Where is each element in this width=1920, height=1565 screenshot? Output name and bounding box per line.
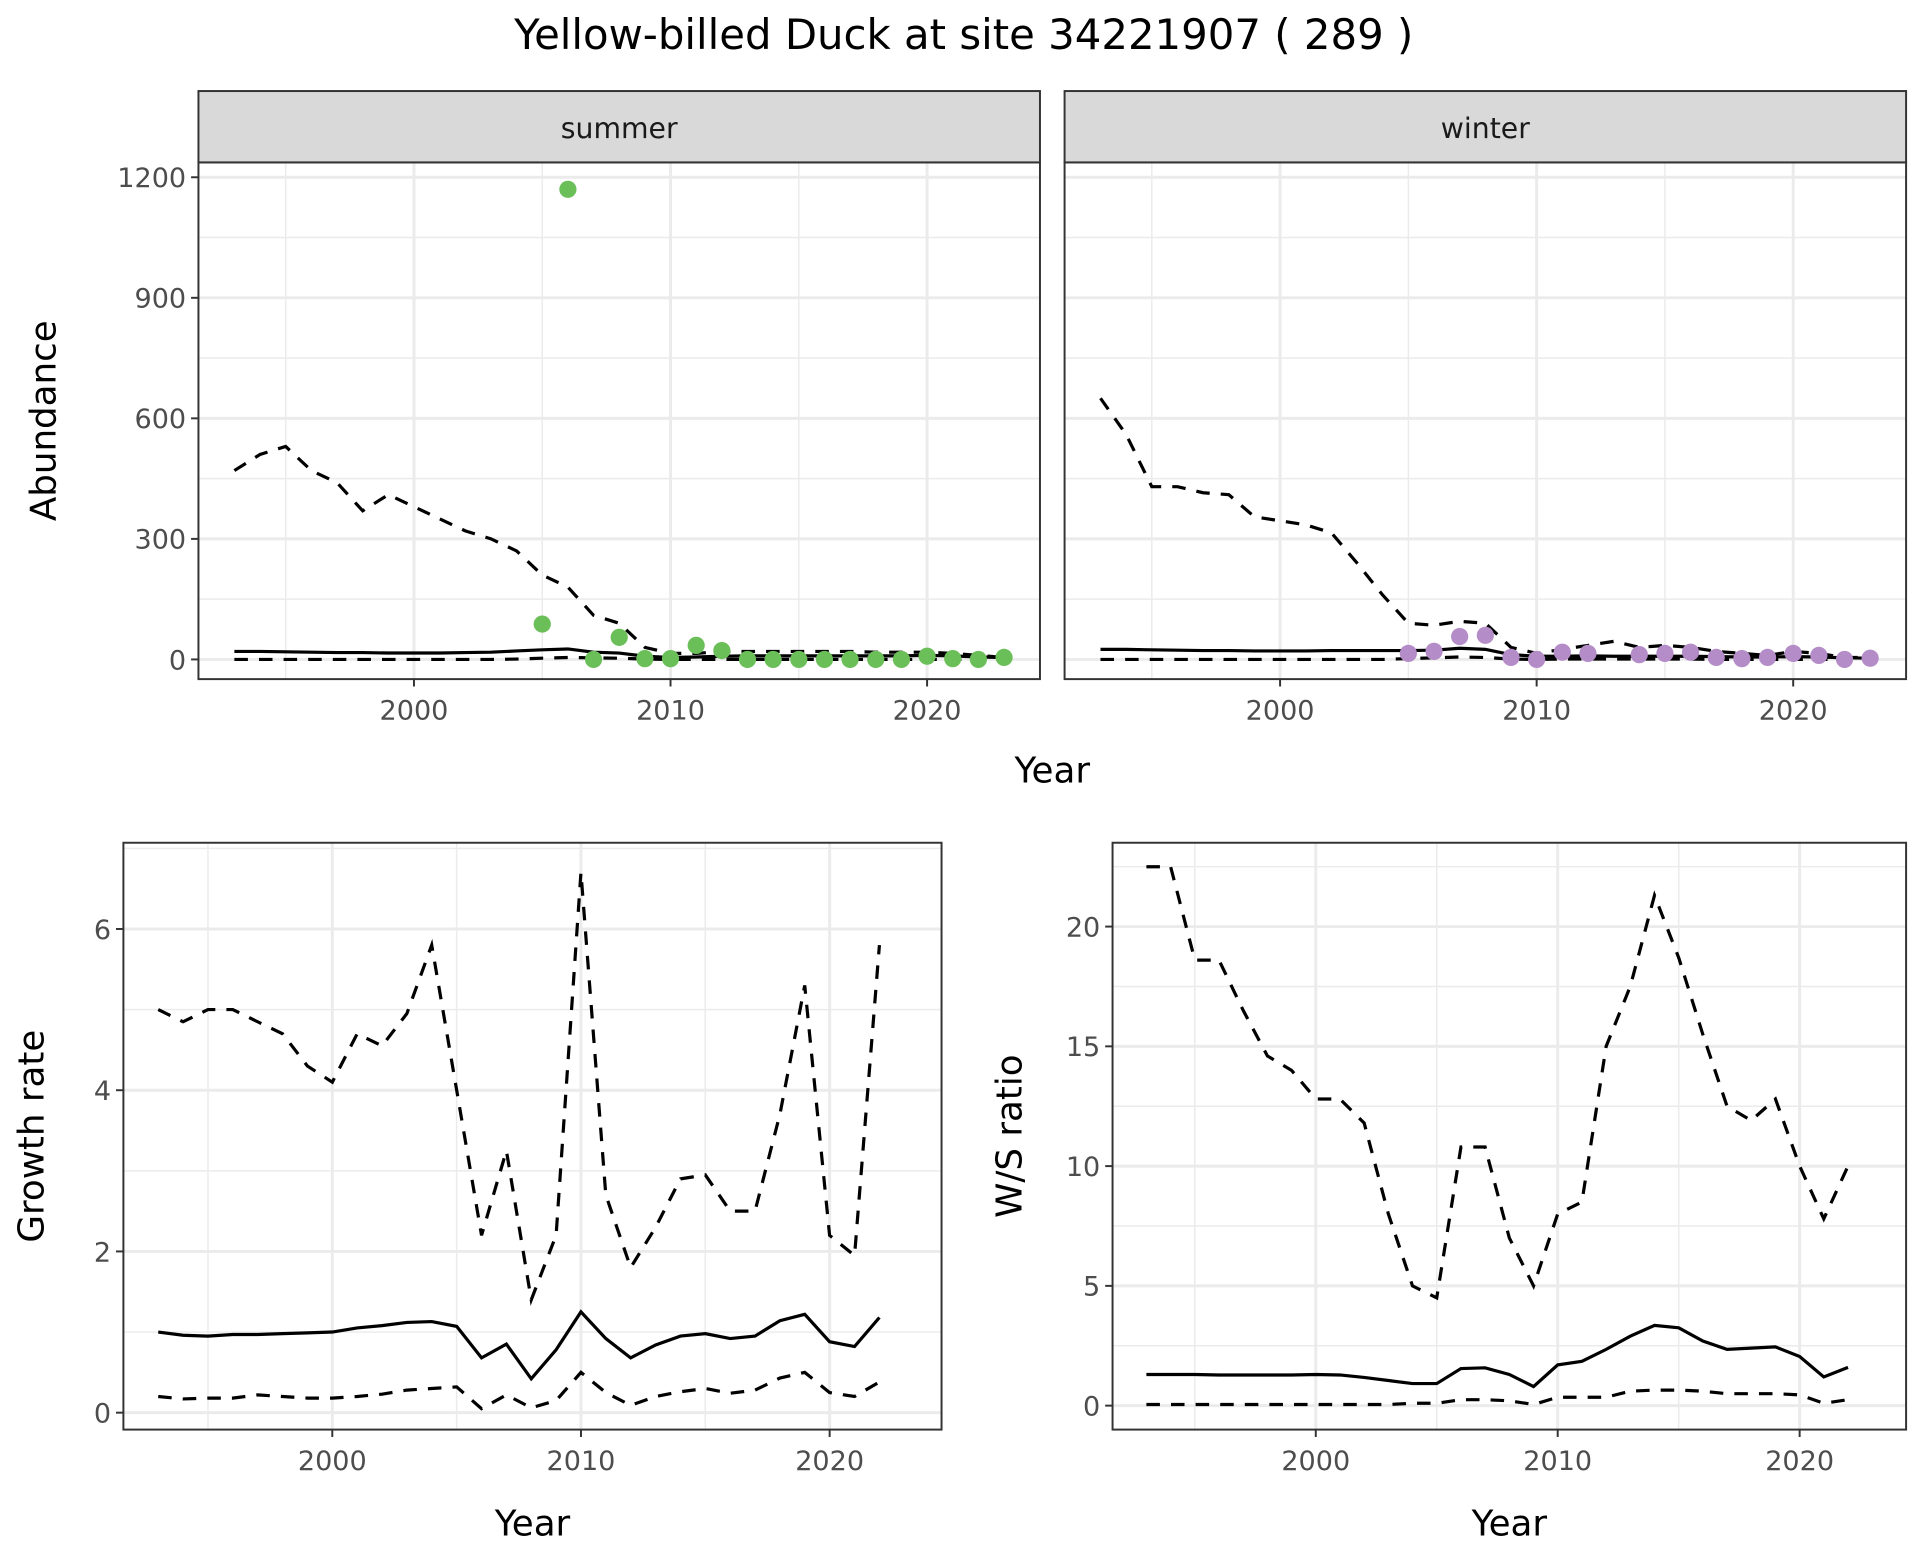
data-point [892,650,911,669]
data-point [559,180,577,198]
data-point [1681,643,1700,661]
data-point [584,650,603,669]
data-point [1476,626,1494,644]
x-axis-label: Year [1471,1503,1548,1544]
data-point [533,615,551,633]
plot-background [1112,842,1907,1430]
panel-winter: 2000 2010 2020 winter [1063,90,1908,727]
facet-label: summer [561,112,678,145]
y-tick-label: 6 [94,915,111,946]
data-point [1810,646,1828,665]
y-axis-label: Growth rate [11,1030,52,1243]
y-axis-label: Abundance [24,320,65,521]
y-tick-label: 300 [135,525,187,556]
data-point [713,641,731,660]
facet-label: winter [1441,112,1530,145]
y-tick-label: 15 [1066,1032,1100,1063]
y-tick-label: 20 [1066,912,1100,943]
lower-bound-line [158,1370,881,1411]
x-tick-label: 2000 [380,696,449,727]
x-tick-label: 2000 [1281,1446,1350,1477]
upper-bound-line [1146,865,1850,1301]
plot-background [198,162,1040,680]
x-tick-label: 2020 [893,696,962,727]
data-point [1451,627,1469,646]
panel-growth-rate: 2000 2010 2020 0 2 4 6 Growth rate Year [11,841,943,1544]
y-tick-label: 600 [135,404,187,435]
plot-background [1064,162,1907,680]
data-point [944,650,962,668]
x-tick-label: 2000 [298,1446,367,1477]
data-point [969,650,988,669]
data-point [1758,648,1777,667]
data-point [918,647,936,665]
y-tick-label: 2 [94,1237,111,1268]
data-point [1630,645,1648,664]
panel-summer: 2000 2010 2020 summer 0 300 600 900 1200 Abundanc… [24,90,1041,727]
y-tick-label: 1200 [117,163,186,194]
x-axis-label: Year [494,1503,571,1544]
y-tick-label: 10 [1066,1152,1100,1183]
data-point [1733,650,1751,668]
x-tick-label: 2020 [1759,696,1828,727]
facet-strip [1063,90,1908,164]
estimate-line [158,1309,881,1382]
facet-strip [197,90,1041,164]
y-tick-label: 5 [1083,1272,1100,1303]
panel-w-s-ratio: 2000 2010 2020 0 5 10 15 20 W/S ratio Year [990,841,1908,1544]
x-tick-label: 2020 [1765,1446,1834,1477]
x-tick-label: 2010 [636,696,705,727]
y-tick-label: 900 [135,284,187,315]
data-point [1707,648,1725,667]
y-tick-label: 0 [94,1399,111,1430]
data-point [687,636,705,654]
data-point [661,650,680,668]
data-point [1784,644,1802,663]
panel-border [1111,841,1908,1431]
data-point [1502,648,1520,667]
data-point [790,650,808,669]
upper-bound-line [1099,397,1871,660]
x-axis-label-facets: Year [1014,750,1091,791]
data-point [738,650,757,669]
y-tick-label: 4 [94,1076,111,1107]
x-tick-label: 2000 [1246,696,1315,727]
data-point [867,650,885,669]
data-point [1579,644,1597,663]
data-point [1399,644,1417,663]
x-tick-label: 2010 [547,1446,616,1477]
y-axis-label: W/S ratio [990,1054,1031,1217]
upper-bound-line [157,872,882,1306]
data-point [815,650,834,669]
y-tick-label: 0 [169,645,186,676]
data-point [1528,650,1546,669]
data-point [1553,643,1571,661]
data-point [1425,642,1443,661]
y-tick-label: 0 [1083,1391,1100,1422]
data-point [995,648,1013,667]
data-point [764,650,782,669]
data-point [610,628,628,646]
x-tick-label: 2010 [1523,1446,1592,1477]
data-point [1656,644,1674,663]
lower-bound-line [1146,1388,1849,1407]
data-point [1861,649,1879,667]
data-point [1835,650,1854,669]
data-point [636,650,654,668]
estimate-line [1146,1323,1849,1389]
figure-title: Yellow-billed Duck at site 34221907 ( 28… [513,10,1413,59]
x-tick-label: 2010 [1502,696,1571,727]
data-point [841,650,859,669]
x-tick-label: 2020 [795,1446,864,1477]
panel-border [122,841,943,1431]
